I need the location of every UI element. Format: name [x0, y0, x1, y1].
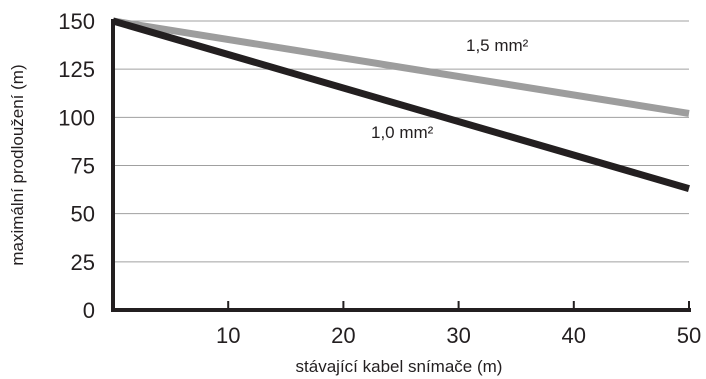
y-tick-label: 150: [58, 9, 95, 34]
x-tick-label: 40: [562, 323, 586, 348]
series-lines: [112, 17, 690, 192]
y-tick-label: 25: [71, 250, 95, 275]
y-tick-label: 50: [71, 202, 95, 227]
y-tick-label: 100: [58, 105, 95, 130]
x-tick-label: 50: [677, 323, 701, 348]
y-tick-label: 0: [83, 298, 95, 323]
series-labels: 1,5 mm² 1,0 mm²: [371, 36, 529, 142]
y-tick-label: 75: [71, 154, 95, 179]
series-line-1: [112, 17, 690, 117]
series-label-2: 1,0 mm²: [371, 123, 434, 142]
series-line-2: [112, 17, 690, 192]
x-tick-label: 30: [446, 323, 470, 348]
y-axis-ticks: 0 25 50 75 100 125 150: [58, 9, 95, 323]
y-axis-title: maximální prodloužení (m): [8, 64, 27, 265]
x-axis-ticks: 10 20 30 40 50: [216, 301, 701, 348]
series-label-1: 1,5 mm²: [466, 36, 529, 55]
x-tick-label: 20: [331, 323, 355, 348]
y-tick-label: 125: [58, 57, 95, 82]
x-tick-label: 10: [216, 323, 240, 348]
axes: [111, 19, 691, 312]
x-axis-title: stávající kabel snímače (m): [296, 357, 503, 376]
